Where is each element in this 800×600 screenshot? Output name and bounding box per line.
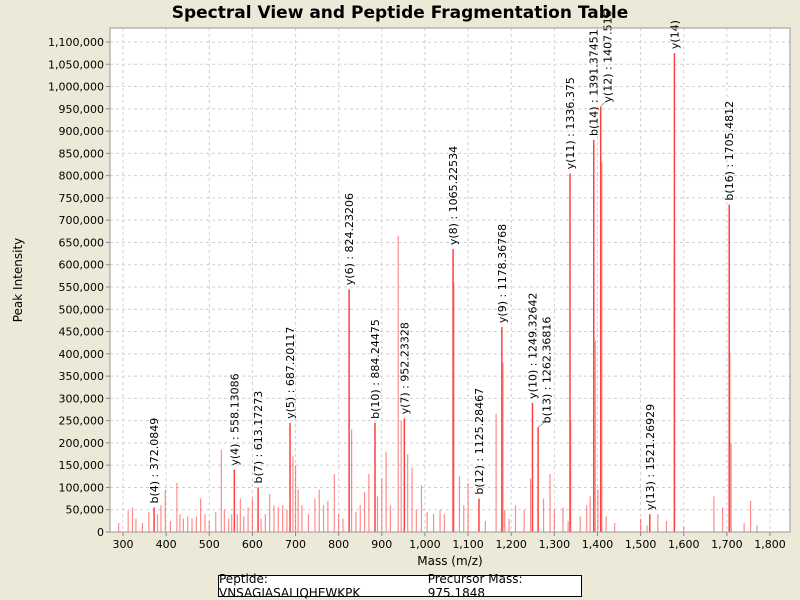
y-tick-label: 50,000 xyxy=(66,504,105,517)
peak-label: b(10) : 884.24475 xyxy=(369,319,382,419)
y-tick-label: 0 xyxy=(97,526,104,539)
plot-area xyxy=(110,28,790,532)
y-tick-label: 500,000 xyxy=(59,303,105,316)
x-tick-label: 300 xyxy=(113,538,134,551)
peak-label: y(5) : 687.20117 xyxy=(284,327,297,419)
precursor-mass-label: Precursor Mass: 975.1848 xyxy=(427,572,523,600)
x-axis-label: Mass (m/z) xyxy=(417,554,482,568)
x-tick-label: 500 xyxy=(199,538,220,551)
peak-label-leader xyxy=(600,100,608,107)
x-tick-label: 1,300 xyxy=(539,538,571,551)
peak-label: y(7) : 952.23328 xyxy=(398,322,411,414)
x-tick-label: 1,700 xyxy=(711,538,743,551)
y-tick-label: 450,000 xyxy=(59,326,105,339)
y-tick-label: 900,000 xyxy=(59,125,105,138)
y-tick-label: 850,000 xyxy=(59,147,105,160)
y-tick-label: 150,000 xyxy=(59,459,105,472)
x-tick-label: 600 xyxy=(242,538,263,551)
x-tick-label: 1,000 xyxy=(409,538,441,551)
peak-label: y(11) : 1336.375 xyxy=(564,77,577,169)
peak-label: y(10) : 1249.32642 xyxy=(526,293,539,399)
y-tick-label: 350,000 xyxy=(59,370,105,383)
peak-label: y(14) xyxy=(668,20,681,49)
x-tick-label: 1,500 xyxy=(625,538,657,551)
y-tick-label: 1,000,000 xyxy=(48,81,104,94)
peak-label: y(8) : 1065.22534 xyxy=(447,146,460,245)
y-tick-label: 100,000 xyxy=(59,481,105,494)
y-tick-label: 1,100,000 xyxy=(48,36,104,49)
legend: Peptide: VNSAGIASALIQHEWKPK Precursor Ma… xyxy=(218,572,582,600)
x-tick-label: 1,800 xyxy=(754,538,786,551)
plot-border xyxy=(109,27,791,533)
peptide-label: Peptide: VNSAGIASALIQHEWKPK xyxy=(219,572,361,600)
peak-label-leader xyxy=(537,421,546,428)
peak-label: b(4) : 372.0849 xyxy=(148,418,161,504)
x-tick-label: 1,600 xyxy=(668,538,700,551)
peak-label: y(13) : 1521.26929 xyxy=(644,404,657,510)
peak-label: y(6) : 824.23206 xyxy=(343,193,356,285)
chart-title: Spectral View and Peptide Fragmentation … xyxy=(171,3,629,23)
x-tick-label: 700 xyxy=(285,538,306,551)
peak-label: b(7) : 613.17273 xyxy=(252,391,265,484)
y-tick-label: 1,050,000 xyxy=(48,58,104,71)
x-tick-label: 800 xyxy=(328,538,349,551)
y-tick-label: 400,000 xyxy=(59,348,105,361)
peak-label: y(4) : 558.13086 xyxy=(228,373,241,465)
y-tick-label: 550,000 xyxy=(59,281,105,294)
peak-label: b(12) : 1125.28467 xyxy=(473,388,486,495)
y-tick-label: 300,000 xyxy=(59,392,105,405)
peak-label: y(9) : 1178.36768 xyxy=(496,224,509,323)
peak-label: b(13) : 1262.36816 xyxy=(540,317,553,424)
x-tick-label: 1,200 xyxy=(495,538,527,551)
y-tick-label: 950,000 xyxy=(59,103,105,116)
x-tick-label: 1,100 xyxy=(452,538,484,551)
y-tick-label: 750,000 xyxy=(59,192,105,205)
peak-label: b(16) : 1705.4812 xyxy=(723,101,736,201)
x-tick-label: 1,400 xyxy=(582,538,614,551)
y-axis-label: Peak Intensity xyxy=(11,238,25,323)
y-tick-label: 700,000 xyxy=(59,214,105,227)
peak-label: y(12) : 1407.516 xyxy=(602,10,615,102)
y-tick-label: 200,000 xyxy=(59,437,105,450)
x-tick-label: 900 xyxy=(371,538,392,551)
y-tick-label: 650,000 xyxy=(59,236,105,249)
y-tick-label: 600,000 xyxy=(59,259,105,272)
peak-label: b(14) : 1391.37451 xyxy=(588,29,601,136)
y-tick-label: 250,000 xyxy=(59,415,105,428)
y-tick-label: 800,000 xyxy=(59,170,105,183)
x-tick-label: 400 xyxy=(156,538,177,551)
